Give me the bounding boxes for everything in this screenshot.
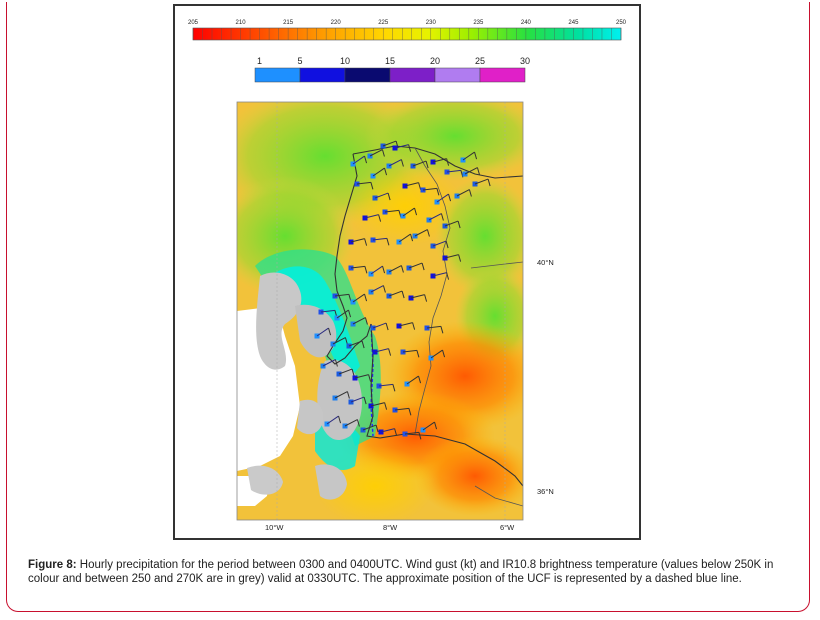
wind-barb (338, 368, 355, 377)
wind-barb (462, 151, 478, 161)
lon-label-10w: 10°W (265, 523, 284, 532)
figure-caption: Figure 8: Hourly precipitation for the p… (28, 558, 788, 586)
wind-barb (372, 322, 389, 331)
wind-gust-color-box (389, 67, 436, 83)
wind-barb (336, 309, 352, 319)
wind-barb (356, 181, 374, 190)
wind-barb (380, 428, 398, 436)
wind-barb (350, 396, 367, 405)
wind-barb (369, 149, 385, 157)
wind-gust-color-box (434, 67, 481, 83)
wind-barb (350, 265, 368, 274)
wind-barb (350, 238, 368, 246)
wind-barb (422, 421, 438, 431)
lon-label-6w: 6°W (500, 523, 515, 532)
satellite-map (237, 102, 523, 520)
wind-barb (408, 262, 425, 271)
temperature-tick-label: 215 (283, 20, 294, 26)
wind-barb (432, 240, 449, 249)
wind-gust-color-box (254, 67, 301, 83)
wind-barb (362, 424, 379, 433)
wind-barb (334, 391, 350, 399)
wind-barb (412, 160, 429, 169)
wind-gust-tick-label: 10 (340, 56, 350, 66)
wind-gust-color-box (299, 67, 346, 83)
temperature-tick-label: 225 (378, 20, 389, 26)
wind-barb (370, 285, 386, 293)
wind-barb (444, 220, 461, 229)
wind-barb (414, 229, 430, 237)
wind-barb (402, 207, 418, 217)
figure-frame: 205 210 215 220 225 230 235 240 245 250 1 5 10 15 20 2… (173, 4, 641, 540)
wind-barb (398, 233, 414, 243)
caption-text: Hourly precipitation for the period betw… (28, 559, 774, 585)
wind-barb (352, 317, 368, 325)
wind-gust-color-box (344, 67, 391, 83)
wind-barb (354, 374, 372, 382)
wind-barb (394, 144, 412, 152)
wind-barb (398, 322, 416, 330)
wind-gust-tick-label: 30 (520, 56, 530, 66)
caption-label: Figure 8: (28, 559, 77, 571)
wind-barb (432, 158, 450, 166)
wind-barb (370, 265, 386, 275)
wind-barb (372, 237, 390, 246)
figure-canvas: 205 210 215 220 225 230 235 240 245 250 1 5 10 15 20 2… (188, 20, 627, 532)
temperature-tick-label: 230 (426, 20, 437, 26)
wind-barb (410, 294, 428, 302)
wind-barb (436, 193, 452, 203)
wind-barb (432, 272, 450, 280)
figure-card (6, 2, 810, 612)
wind-barb (364, 214, 382, 222)
wind-barb (388, 265, 404, 273)
wind-barb (474, 178, 491, 187)
temperature-tick-label: 205 (188, 20, 199, 26)
wind-barb (374, 192, 391, 201)
wind-barb (374, 348, 392, 356)
lat-label-40n: 40°N (537, 258, 554, 267)
wind-barb (316, 327, 332, 337)
temperature-tick-label: 240 (521, 20, 532, 26)
wind-barb (352, 155, 368, 165)
wind-barb (378, 383, 396, 392)
temperature-tick-label: 220 (331, 20, 342, 26)
wind-gust-tick-label: 20 (430, 56, 440, 66)
wind-barb (426, 325, 444, 334)
wind-barb (370, 402, 388, 410)
wind-gust-tick-label: 15 (385, 56, 395, 66)
wind-barb (332, 337, 348, 345)
lon-label-8w: 8°W (383, 523, 398, 532)
temperature-tick-label: 210 (236, 20, 247, 26)
wind-barb (428, 213, 444, 221)
wind-barb (344, 419, 360, 427)
wind-barb (322, 359, 338, 367)
wind-barb (326, 415, 342, 425)
wind-gust-color-box (479, 67, 526, 83)
wind-gust-colorbar: 1 5 10 15 20 25 30 (254, 56, 530, 83)
temperature-tick-label: 245 (568, 20, 579, 26)
wind-barb (430, 349, 446, 359)
wind-barb (402, 349, 420, 358)
wind-gust-tick-label: 1 (257, 56, 262, 66)
wind-gust-tick-label: 25 (475, 56, 485, 66)
wind-barb (464, 167, 480, 175)
wind-barb (352, 293, 368, 303)
temperature-tick-label: 250 (616, 20, 627, 26)
wind-barb (372, 167, 388, 177)
wind-barb (406, 375, 422, 385)
temperature-colorbar: 205 210 215 220 225 230 235 240 245 250 (188, 20, 627, 41)
wind-barb (422, 187, 440, 196)
temperature-tick-label: 235 (473, 20, 484, 26)
wind-barb (388, 290, 405, 299)
wind-gust-tick-label: 5 (297, 56, 302, 66)
lat-label-36n: 36°N (537, 487, 554, 496)
wind-barb (394, 407, 412, 416)
wind-barb (388, 159, 404, 167)
wind-barb (348, 340, 365, 349)
wind-barb (404, 431, 422, 440)
wind-barb (444, 254, 462, 262)
wind-barb (456, 189, 472, 197)
wind-barb (404, 182, 422, 190)
